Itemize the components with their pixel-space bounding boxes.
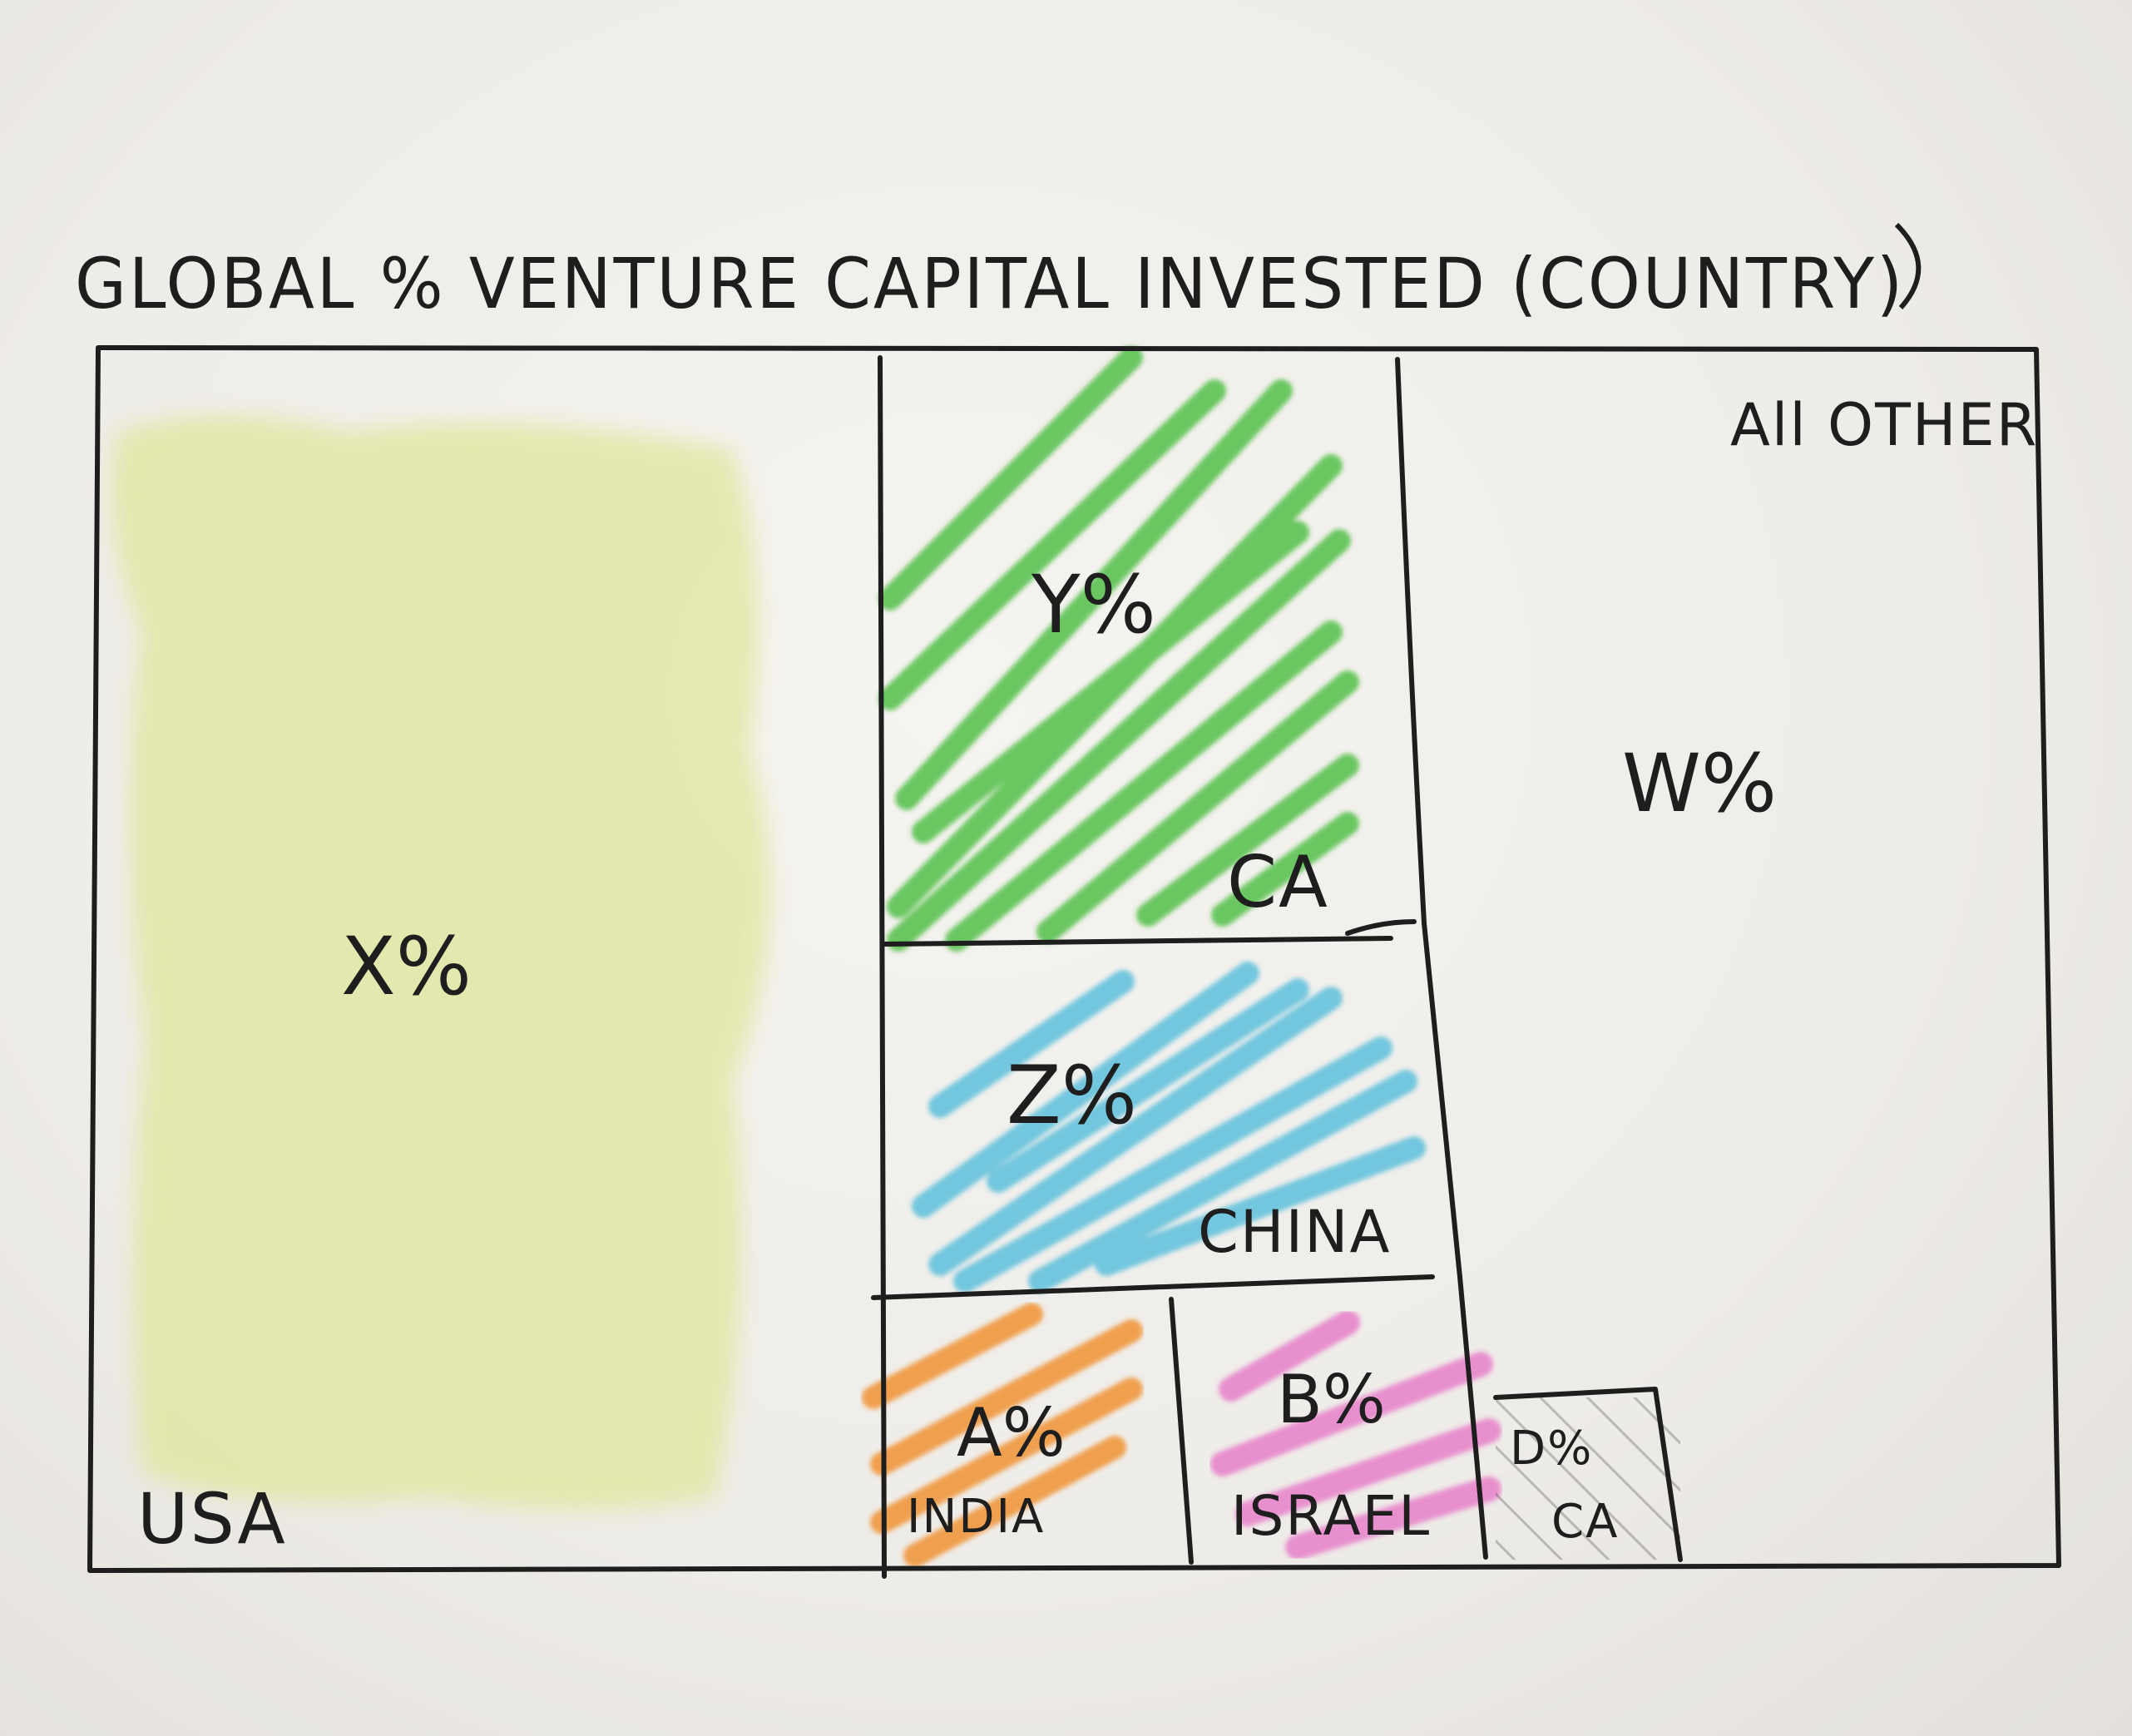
region-other: All OTHER W% [1622, 391, 2038, 830]
small-ca-hatch [1496, 1397, 1680, 1560]
israel-strokes [1210, 1310, 1501, 1560]
divider-other [1395, 357, 1488, 1560]
india-strokes [862, 1303, 1143, 1567]
region-china: Z% CHINA [912, 962, 1426, 1293]
china-strokes [912, 962, 1426, 1293]
region-usa: X% USA [111, 416, 770, 1560]
india-label: INDIA [907, 1490, 1045, 1544]
ca-strokes [878, 346, 1359, 952]
ca-tick [1345, 919, 1417, 936]
region-small-ca: D% CA [1496, 1397, 1680, 1560]
small-ca-box [1493, 1387, 1683, 1562]
usa-label: USA [137, 1478, 287, 1560]
usa-value: X% [341, 920, 472, 1013]
ca-value: Y% [1031, 558, 1156, 651]
other-label: All OTHER [1730, 391, 2038, 459]
usa-wash [111, 416, 770, 1510]
outer-border [87, 345, 2061, 1573]
israel-label: ISRAEL [1231, 1484, 1431, 1548]
region-india: A% INDIA [862, 1303, 1143, 1567]
israel-value: B% [1277, 1361, 1386, 1438]
other-value: W% [1622, 737, 1777, 830]
divider-india-israel [1169, 1297, 1194, 1565]
chart-title: GLOBAL % VENTURE CAPITAL INVESTED (COUNT… [75, 243, 1905, 324]
region-israel: B% ISRAEL [1210, 1310, 1501, 1560]
china-value: Z% [1007, 1049, 1137, 1142]
china-label: CHINA [1198, 1198, 1391, 1266]
small-ca-value: D% [1510, 1422, 1593, 1476]
title-close-paren [1894, 222, 1922, 310]
divider-ca-china [882, 936, 1393, 947]
india-value: A% [957, 1394, 1066, 1471]
divider-usa [878, 355, 887, 1579]
region-ca: Y% CA [878, 346, 1359, 952]
treemap-frame [87, 345, 2061, 1579]
ca-label: CA [1227, 841, 1329, 924]
divider-china-lower [871, 1274, 1435, 1300]
small-ca-label: CA [1551, 1495, 1619, 1549]
